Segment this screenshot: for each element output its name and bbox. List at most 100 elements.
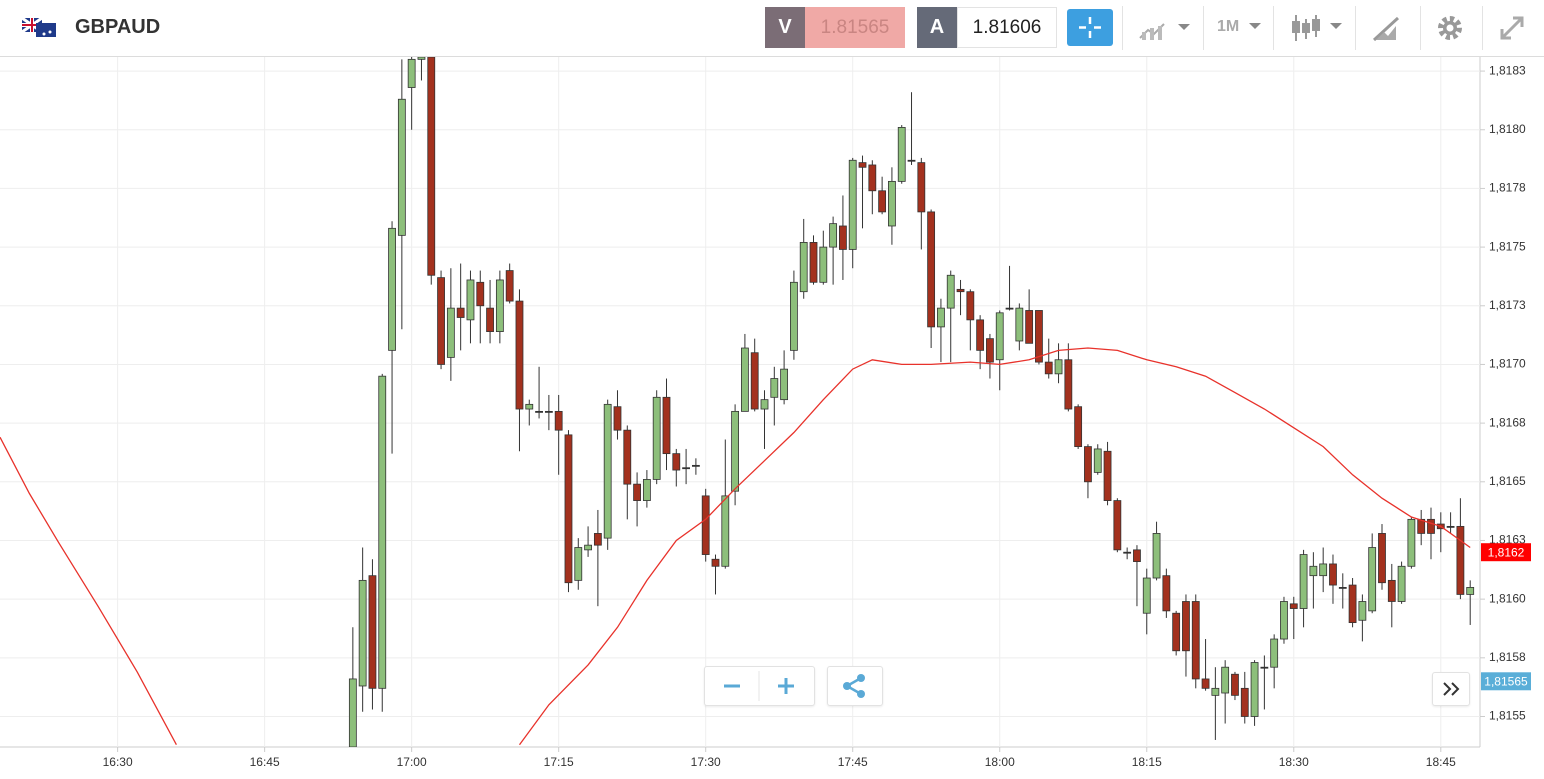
candle-body xyxy=(770,378,779,398)
candle-body xyxy=(544,410,553,413)
candle-body xyxy=(1182,601,1190,652)
fullscreen-icon[interactable] xyxy=(1498,14,1526,42)
candle-body xyxy=(515,300,524,410)
candle-body xyxy=(1289,603,1298,609)
share-icon xyxy=(843,674,865,698)
candle-body xyxy=(554,410,563,431)
candle-body xyxy=(868,164,877,192)
candle-body xyxy=(1250,662,1259,717)
candle-body xyxy=(1280,601,1288,640)
candle-body xyxy=(731,410,739,492)
candle-body xyxy=(858,162,867,168)
candle-body xyxy=(1133,549,1141,562)
candle-body xyxy=(848,159,857,250)
y-tick-label: 1,8173 xyxy=(1489,298,1526,312)
scroll-end-button[interactable] xyxy=(1432,672,1470,706)
candle-body xyxy=(780,368,789,401)
candle-body xyxy=(1309,565,1318,577)
candle-body xyxy=(927,211,936,328)
x-tick-label: 17:45 xyxy=(838,755,868,769)
timeframe[interactable]: 1M xyxy=(1217,18,1240,35)
zoom-in[interactable] xyxy=(778,678,794,694)
candle-body xyxy=(378,375,387,689)
price-marker-label: 1,81565 xyxy=(1484,674,1528,688)
candle-body xyxy=(456,307,465,318)
symbol: GBPAUD xyxy=(75,16,161,38)
price-marker xyxy=(1481,543,1531,562)
crosshair-button[interactable] xyxy=(1067,9,1113,46)
candle-body xyxy=(1113,500,1122,551)
x-tick-label: 18:15 xyxy=(1132,755,1162,769)
candle-body xyxy=(1378,533,1386,584)
candle-body xyxy=(446,307,455,358)
candle-body xyxy=(662,396,671,455)
candle-body xyxy=(799,242,808,293)
y-tick-label: 1,8175 xyxy=(1489,239,1526,253)
candle-body xyxy=(1427,518,1435,534)
candle-body xyxy=(642,479,651,501)
candle-body xyxy=(1123,551,1132,554)
candle-body xyxy=(1397,565,1406,602)
candle-body xyxy=(1231,673,1239,696)
candle-type-icon[interactable] xyxy=(1290,13,1346,43)
drawing-icon[interactable] xyxy=(1372,14,1402,42)
candle-body xyxy=(1074,406,1083,447)
candle-body xyxy=(1152,533,1161,579)
candle-body xyxy=(1407,518,1416,567)
candle-body xyxy=(986,338,994,363)
candle-body xyxy=(946,274,955,309)
price-marker xyxy=(1481,672,1531,691)
grid xyxy=(0,57,1480,747)
candle-body xyxy=(1260,666,1269,669)
candle-body xyxy=(790,281,798,351)
candle-body xyxy=(613,406,622,431)
candle-body xyxy=(417,57,426,60)
candle-body xyxy=(495,279,504,332)
candle-body xyxy=(721,495,730,567)
candle-body xyxy=(1025,310,1034,344)
y-tick-label: 1,8180 xyxy=(1489,122,1526,136)
moving-average-line xyxy=(0,347,1471,746)
candle-body xyxy=(486,307,494,332)
chart-type-icon[interactable] xyxy=(1138,16,1194,42)
flag-icon xyxy=(22,18,56,37)
candle-body xyxy=(407,58,416,88)
y-tick-label: 1,8165 xyxy=(1489,474,1526,488)
x-tick-label: 16:45 xyxy=(250,755,280,769)
candle-body xyxy=(525,403,534,410)
candle-body xyxy=(1348,584,1357,624)
bid-price[interactable]: 1.81565 xyxy=(805,7,905,48)
candle-body xyxy=(1466,587,1475,595)
candle-body xyxy=(623,429,632,485)
y-tick-label: 1,8155 xyxy=(1489,709,1526,723)
y-tick-label: 1,8160 xyxy=(1489,591,1526,605)
candle-body xyxy=(1240,687,1249,717)
candle-body xyxy=(839,225,847,250)
x-tick-label: 18:45 xyxy=(1426,755,1456,769)
candle-body xyxy=(760,399,769,410)
y-tick-label: 1,8183 xyxy=(1489,63,1526,77)
candle-body xyxy=(888,180,896,227)
bid-button[interactable]: V xyxy=(765,7,805,48)
y-tick-label: 1,8178 xyxy=(1489,181,1526,195)
candle-body xyxy=(427,57,436,276)
settings-icon[interactable] xyxy=(1436,14,1464,42)
candle-body xyxy=(466,279,475,321)
candle-body xyxy=(701,495,710,555)
candle-body xyxy=(564,434,573,584)
crosshair-icon xyxy=(1079,17,1101,38)
candle-body xyxy=(1093,448,1102,473)
y-tick-label: 1,8168 xyxy=(1489,415,1526,429)
candle-body xyxy=(1211,687,1220,696)
candle-body xyxy=(388,227,396,351)
candle-body xyxy=(652,396,661,480)
ask-price[interactable]: 1.81606 xyxy=(957,7,1057,48)
candle-body xyxy=(437,277,445,365)
candle-body xyxy=(819,246,828,283)
x-tick-label: 17:30 xyxy=(691,755,721,769)
candle-body xyxy=(368,575,377,689)
ask-button[interactable]: A xyxy=(917,7,957,48)
share-button[interactable] xyxy=(827,666,883,706)
candle-body xyxy=(1358,601,1367,621)
